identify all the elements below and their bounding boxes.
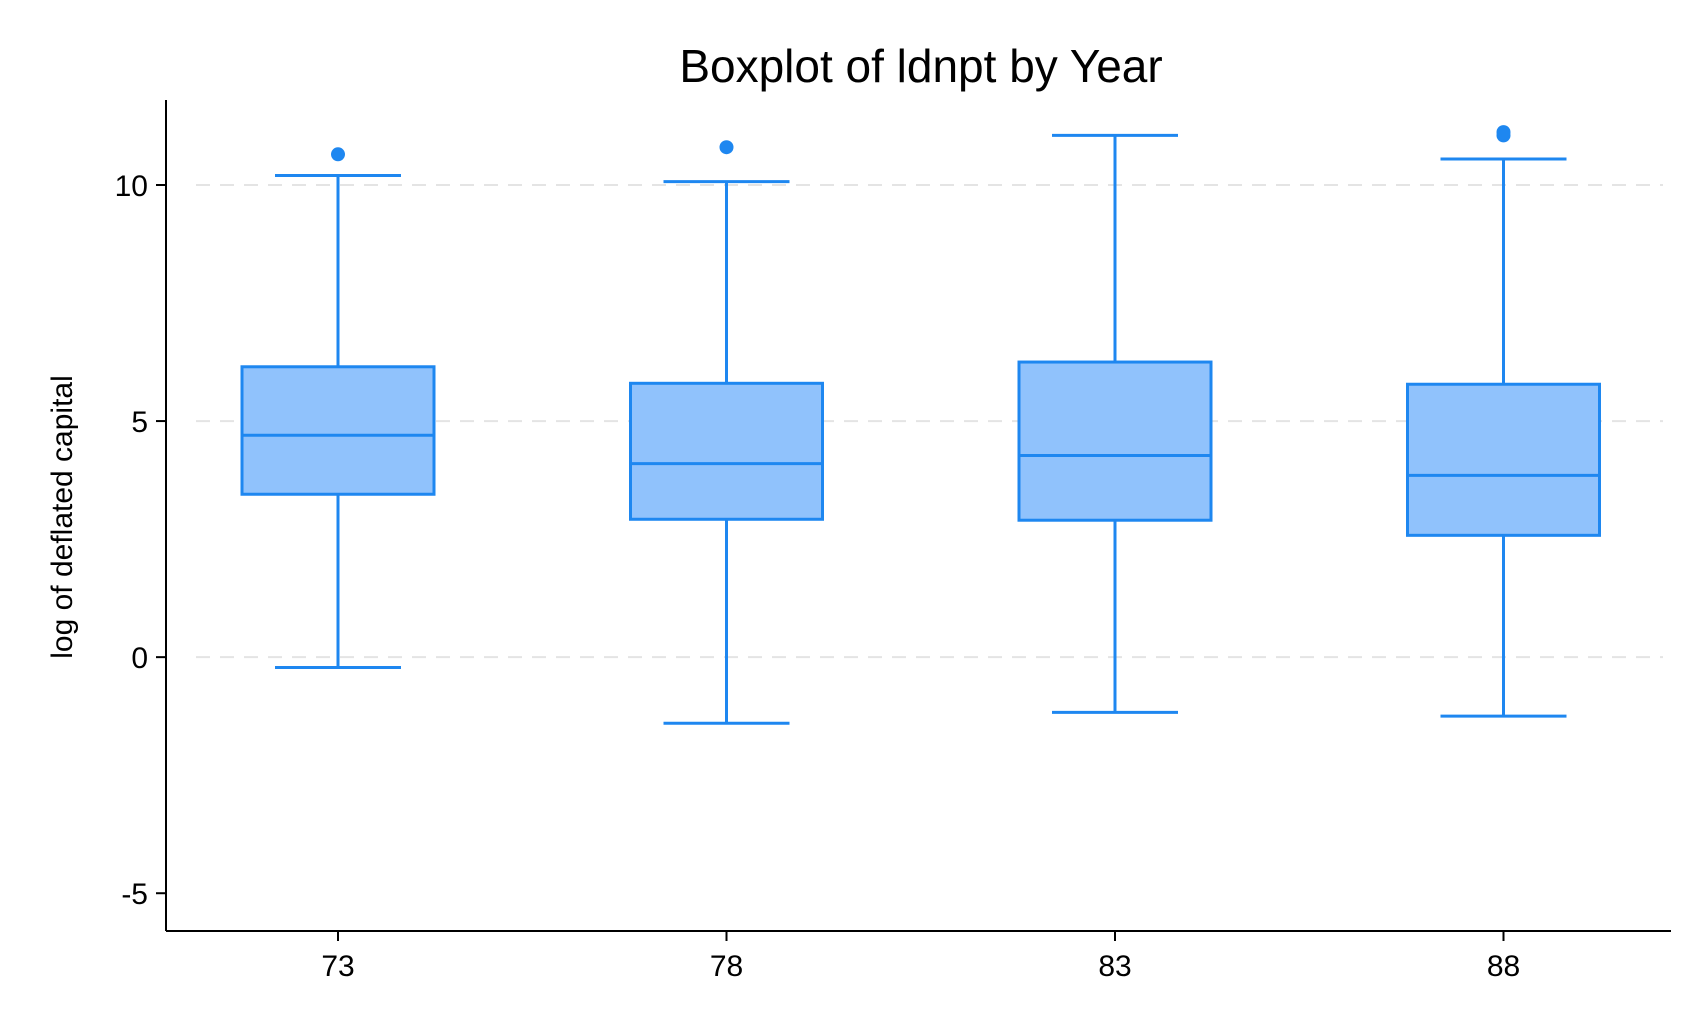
- box-group-83: [1017, 133, 1213, 714]
- box-group-88: [1406, 125, 1601, 718]
- x-tick-label-3: 88: [1487, 950, 1520, 983]
- box-group-78: [629, 140, 824, 725]
- box-83: [1017, 360, 1213, 522]
- y-axis-label: log of deflated capital: [46, 375, 79, 659]
- x-tick-label-0: 73: [321, 950, 354, 983]
- y-tick-label-2: 0: [131, 642, 148, 675]
- x-axis-ticks: 73 78 83 88: [321, 931, 1520, 983]
- box-78: [629, 381, 824, 521]
- box-73: [240, 365, 436, 496]
- outlier-point-73-0: [331, 147, 345, 162]
- x-tick-label-1: 78: [710, 950, 743, 983]
- y-tick-label-3: -5: [121, 878, 148, 911]
- y-axis-ticks: 10 5 0 -5: [115, 170, 166, 911]
- axes: [165, 100, 1671, 932]
- outlier-point-88-1: [1496, 125, 1511, 140]
- outlier-point-78-0: [719, 140, 734, 155]
- box-series: [240, 125, 1601, 725]
- gridlines: [196, 183, 1663, 659]
- box-group-73: [240, 147, 436, 670]
- y-tick-label-0: 10: [115, 170, 148, 203]
- y-tick-label-1: 5: [131, 406, 148, 439]
- box-88: [1406, 382, 1601, 537]
- x-tick-label-2: 83: [1098, 950, 1131, 983]
- chart-title: Boxplot of ldnpt by Year: [679, 40, 1162, 92]
